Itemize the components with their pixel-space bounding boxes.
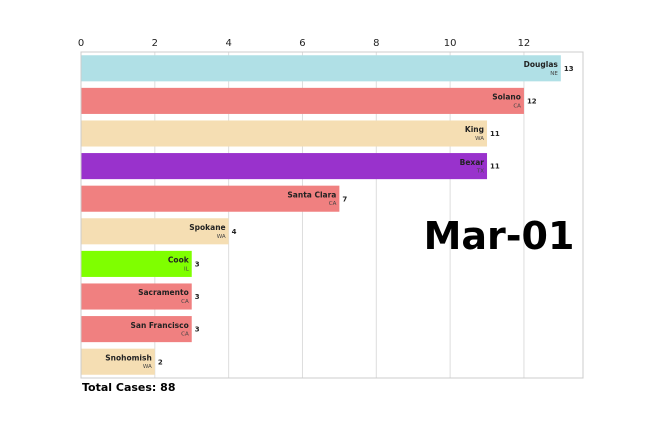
bar-group: Santa Clara CA 7 — [81, 185, 347, 212]
bar-county-label: King — [465, 125, 484, 134]
x-tick-label: 10 — [444, 38, 457, 49]
x-tick-label: 4 — [225, 38, 231, 49]
total-cases-label: Total Cases: 88 — [82, 381, 175, 394]
x-tick-label: 8 — [373, 38, 379, 49]
plot-frame — [80, 51, 584, 379]
x-tick-labels: 0 2 4 6 8 10 12 — [78, 38, 530, 49]
bar-value-label: 12 — [527, 98, 537, 106]
bar-county-label: Sacramento — [138, 288, 189, 297]
bar-state-label: TX — [476, 169, 484, 175]
bar-value-label: 11 — [490, 130, 500, 138]
bar — [81, 185, 340, 212]
bar-state-label: CA — [181, 332, 189, 338]
bar-county-label: Douglas — [524, 60, 559, 69]
bar-group: King WA 11 — [81, 120, 500, 147]
bar-county-label: Solano — [492, 93, 521, 102]
bar — [81, 55, 561, 82]
x-tick-label: 0 — [78, 38, 84, 49]
bar-state-label: CA — [329, 201, 337, 207]
x-tick-label: 2 — [152, 38, 158, 49]
bar-state-label: IL — [184, 266, 190, 272]
bar-county-label: Spokane — [189, 223, 225, 232]
bar-group: Douglas NE 13 — [81, 55, 574, 82]
x-tick-label: 6 — [299, 38, 305, 49]
bar-group: Spokane WA 4 — [81, 218, 237, 245]
bar-group: Snohomish WA 2 — [81, 348, 163, 375]
bar — [81, 250, 192, 277]
bar-county-label: Cook — [168, 256, 190, 265]
bar-value-label: 4 — [232, 228, 237, 236]
bar-value-label: 3 — [195, 261, 200, 269]
bar-state-label: WA — [217, 234, 226, 240]
bar-state-label: CA — [513, 103, 521, 109]
bar-value-label: 11 — [490, 163, 500, 171]
bar — [81, 283, 192, 310]
bar — [81, 87, 524, 114]
bar-county-label: Bexar — [460, 158, 485, 167]
bar-county-label: Santa Clara — [287, 190, 336, 199]
x-tick-label: 12 — [518, 38, 531, 49]
bars: DouglasNE13SolanoCA12KingWA11BexarTX11Sa… — [81, 55, 574, 375]
bar-state-label: WA — [475, 136, 484, 142]
bar — [81, 153, 488, 180]
bar-value-label: 3 — [195, 326, 200, 334]
bar-state-label: CA — [181, 299, 189, 305]
bar — [81, 218, 229, 245]
bar — [81, 316, 192, 343]
bar — [81, 120, 488, 147]
bar-group: San Francisco CA 3 — [81, 316, 200, 343]
bar-state-label: WA — [143, 364, 152, 370]
bar-group: Sacramento CA 3 — [81, 283, 200, 310]
bar-state-label: NE — [550, 71, 558, 77]
bar-value-label: 13 — [564, 65, 574, 73]
date-label: Mar-01 — [424, 214, 575, 258]
bar — [81, 348, 155, 375]
bar-value-label: 3 — [195, 293, 200, 301]
bar-county-label: San Francisco — [130, 321, 188, 330]
bar-group: Bexar TX 11 — [81, 153, 500, 180]
bar-value-label: 2 — [158, 358, 163, 366]
bar-value-label: 7 — [342, 195, 347, 203]
bar-county-label: Snohomish — [105, 353, 152, 362]
